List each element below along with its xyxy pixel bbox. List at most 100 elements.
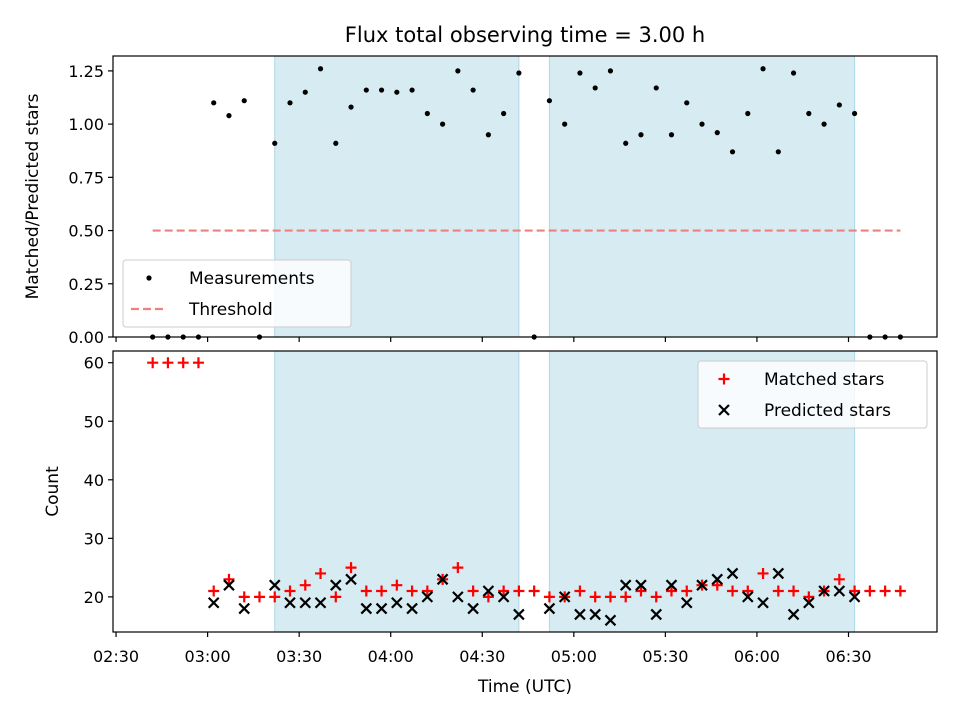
data-point — [482, 585, 495, 597]
data-point — [485, 132, 491, 138]
data-point — [589, 591, 601, 603]
data-point — [409, 87, 415, 93]
y-tick-label: 60 — [84, 354, 104, 373]
legend-swatch — [718, 404, 730, 416]
data-point — [452, 591, 464, 603]
data-point — [607, 68, 614, 74]
data-point — [177, 357, 189, 369]
legend-box — [122, 259, 352, 328]
data-point — [757, 596, 769, 609]
data-point — [543, 591, 555, 603]
data-point — [284, 585, 296, 597]
data-point — [207, 596, 220, 609]
y-tick-label: 0.75 — [68, 168, 104, 187]
data-point — [330, 579, 342, 591]
observing-window — [548, 55, 856, 338]
data-point — [745, 110, 751, 117]
y-tick-label: 0.00 — [68, 328, 104, 347]
data-point — [711, 579, 723, 591]
x-tick-label: 06:00 — [734, 647, 780, 666]
data-point — [619, 579, 632, 591]
data-point — [546, 98, 553, 104]
data-point — [592, 85, 598, 91]
data-point — [681, 585, 693, 597]
data-point — [711, 573, 724, 586]
data-point — [268, 579, 281, 591]
data-point — [314, 596, 327, 609]
data-point — [482, 591, 494, 603]
data-point — [226, 113, 232, 119]
data-point — [772, 567, 785, 580]
legend-label: Measurements — [189, 269, 315, 289]
data-point — [208, 585, 220, 597]
data-point — [849, 585, 861, 597]
data-point — [821, 121, 827, 127]
data-point — [345, 562, 357, 574]
data-point — [501, 110, 507, 117]
y-axis-label: Count — [43, 466, 63, 517]
y-tick-label: 20 — [84, 588, 104, 607]
data-point — [714, 130, 720, 136]
data-point — [455, 68, 461, 74]
data-point — [848, 591, 861, 603]
data-point — [528, 585, 540, 597]
x-tick-label: 05:30 — [642, 647, 688, 666]
data-point — [513, 585, 525, 597]
data-point — [604, 614, 617, 627]
data-point — [287, 100, 293, 106]
data-point — [788, 585, 800, 597]
data-point — [375, 602, 388, 615]
data-point — [360, 602, 373, 615]
legend-swatch — [146, 275, 152, 281]
y-tick-label: 0.50 — [68, 222, 104, 241]
data-point — [577, 70, 583, 76]
data-point — [760, 66, 766, 72]
data-point — [299, 596, 312, 609]
data-point — [574, 608, 586, 621]
legend-box — [697, 360, 928, 429]
data-point — [348, 104, 354, 110]
data-point — [864, 585, 876, 597]
data-point — [436, 573, 449, 586]
data-point — [589, 608, 601, 621]
data-point — [223, 573, 235, 585]
data-point — [818, 585, 830, 597]
y-tick-label: 1.00 — [68, 115, 104, 134]
data-point — [680, 596, 693, 609]
data-point — [470, 87, 476, 93]
data-point — [757, 567, 769, 579]
data-point — [638, 132, 644, 138]
data-point — [806, 110, 812, 117]
data-point — [467, 602, 479, 615]
axes-frame — [112, 350, 938, 633]
x-tick-label: 05:00 — [551, 647, 597, 666]
data-point — [269, 591, 281, 603]
data-point — [684, 100, 690, 106]
data-point — [223, 579, 235, 591]
y-tick-label: 50 — [84, 412, 104, 431]
data-point — [284, 596, 296, 609]
y-tick-label: 30 — [84, 529, 104, 548]
data-point — [406, 602, 418, 615]
data-point — [604, 591, 616, 603]
data-point — [360, 585, 372, 597]
data-point — [497, 591, 510, 603]
data-point — [363, 87, 369, 93]
data-point — [440, 121, 446, 127]
data-point — [238, 602, 251, 615]
data-point — [378, 87, 385, 93]
data-point — [391, 596, 403, 609]
data-point — [742, 591, 754, 603]
ratio-panel: 0.00 0.25 0.50 0.75 1.00 1.25 Matched/Predicte… — [23, 55, 938, 347]
series-measurements — [150, 66, 903, 340]
data-point — [650, 608, 663, 621]
data-point — [635, 579, 647, 591]
data-point — [696, 579, 708, 591]
data-point — [543, 602, 556, 615]
data-point — [699, 121, 705, 127]
data-point — [513, 608, 525, 621]
data-point — [211, 100, 217, 106]
data-point — [498, 585, 510, 597]
data-point — [729, 149, 736, 155]
